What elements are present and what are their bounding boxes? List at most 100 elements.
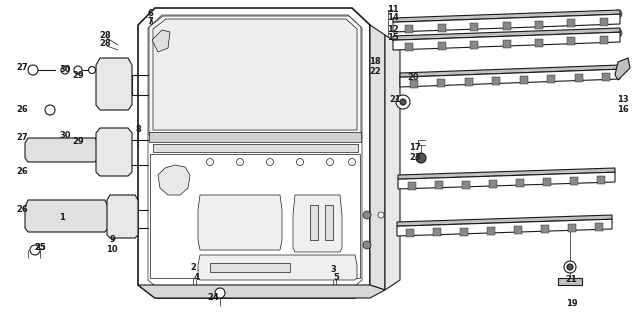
Ellipse shape [564, 261, 576, 273]
Polygon shape [567, 37, 575, 45]
Polygon shape [397, 215, 612, 226]
Polygon shape [198, 195, 282, 250]
Ellipse shape [28, 65, 38, 75]
Polygon shape [370, 25, 385, 290]
Polygon shape [149, 16, 361, 135]
Ellipse shape [111, 81, 117, 87]
Polygon shape [535, 21, 543, 29]
Polygon shape [393, 14, 620, 32]
Ellipse shape [171, 214, 179, 222]
Ellipse shape [347, 210, 357, 220]
Polygon shape [152, 30, 170, 52]
Text: 18: 18 [369, 57, 381, 67]
Text: 17: 17 [409, 144, 421, 152]
Polygon shape [535, 39, 543, 47]
Polygon shape [138, 8, 370, 298]
Polygon shape [437, 79, 445, 87]
Ellipse shape [207, 158, 214, 165]
Text: 12: 12 [387, 25, 399, 35]
Ellipse shape [347, 240, 357, 250]
Text: 25: 25 [34, 243, 46, 253]
Polygon shape [520, 76, 528, 84]
Ellipse shape [111, 149, 117, 155]
Text: 24: 24 [207, 294, 219, 302]
Ellipse shape [56, 210, 68, 222]
Polygon shape [489, 180, 497, 188]
Ellipse shape [30, 211, 40, 221]
Ellipse shape [107, 145, 121, 159]
Polygon shape [438, 42, 445, 50]
Polygon shape [198, 255, 357, 280]
Polygon shape [393, 10, 620, 22]
Text: 28: 28 [99, 40, 111, 49]
Polygon shape [567, 19, 575, 27]
Polygon shape [150, 154, 360, 278]
Ellipse shape [416, 153, 426, 163]
Polygon shape [310, 205, 318, 240]
Text: 29: 29 [72, 138, 84, 146]
Polygon shape [465, 78, 473, 86]
Ellipse shape [153, 221, 161, 229]
Text: 20: 20 [407, 74, 419, 82]
Polygon shape [470, 23, 478, 31]
Polygon shape [595, 223, 603, 231]
Ellipse shape [90, 211, 100, 221]
Ellipse shape [74, 66, 82, 74]
Polygon shape [597, 176, 605, 184]
Ellipse shape [51, 146, 59, 154]
Text: 3: 3 [330, 266, 336, 275]
Text: 9: 9 [109, 236, 115, 244]
Text: 4: 4 [193, 274, 199, 282]
Ellipse shape [155, 205, 165, 215]
Polygon shape [558, 278, 582, 285]
Polygon shape [462, 180, 470, 189]
Ellipse shape [614, 29, 622, 37]
Polygon shape [149, 132, 361, 142]
Ellipse shape [296, 158, 303, 165]
Text: 26: 26 [16, 205, 28, 215]
Polygon shape [615, 58, 630, 80]
Ellipse shape [45, 105, 55, 115]
Polygon shape [293, 195, 342, 252]
Text: 13: 13 [617, 95, 629, 105]
Polygon shape [492, 77, 500, 85]
Ellipse shape [396, 95, 410, 109]
Ellipse shape [237, 158, 243, 165]
Polygon shape [602, 73, 611, 81]
Text: 23: 23 [409, 152, 421, 161]
Polygon shape [400, 65, 620, 77]
Polygon shape [502, 22, 511, 30]
Text: 7: 7 [147, 17, 153, 27]
Text: 11: 11 [387, 5, 399, 15]
Polygon shape [397, 219, 612, 236]
Text: 29: 29 [72, 72, 84, 81]
Ellipse shape [326, 158, 333, 165]
Polygon shape [393, 32, 620, 50]
Text: 16: 16 [617, 105, 629, 113]
Polygon shape [405, 25, 413, 33]
Ellipse shape [61, 66, 69, 74]
Polygon shape [96, 128, 132, 176]
Text: 21: 21 [565, 275, 577, 284]
Ellipse shape [153, 164, 161, 172]
Ellipse shape [188, 165, 198, 175]
Ellipse shape [400, 99, 406, 105]
Polygon shape [543, 178, 551, 186]
Text: 10: 10 [106, 244, 118, 254]
Text: 21: 21 [389, 95, 401, 105]
Polygon shape [158, 165, 190, 195]
Polygon shape [470, 41, 478, 49]
Text: 15: 15 [387, 34, 399, 42]
Text: 27: 27 [16, 133, 28, 143]
Ellipse shape [349, 158, 355, 165]
Polygon shape [547, 75, 556, 83]
Polygon shape [410, 80, 418, 88]
Polygon shape [502, 40, 511, 48]
Text: 2: 2 [190, 263, 196, 273]
Text: 30: 30 [60, 132, 71, 140]
Polygon shape [325, 205, 333, 240]
Ellipse shape [88, 67, 95, 74]
Polygon shape [568, 224, 576, 232]
Polygon shape [25, 138, 98, 162]
Ellipse shape [215, 288, 225, 298]
